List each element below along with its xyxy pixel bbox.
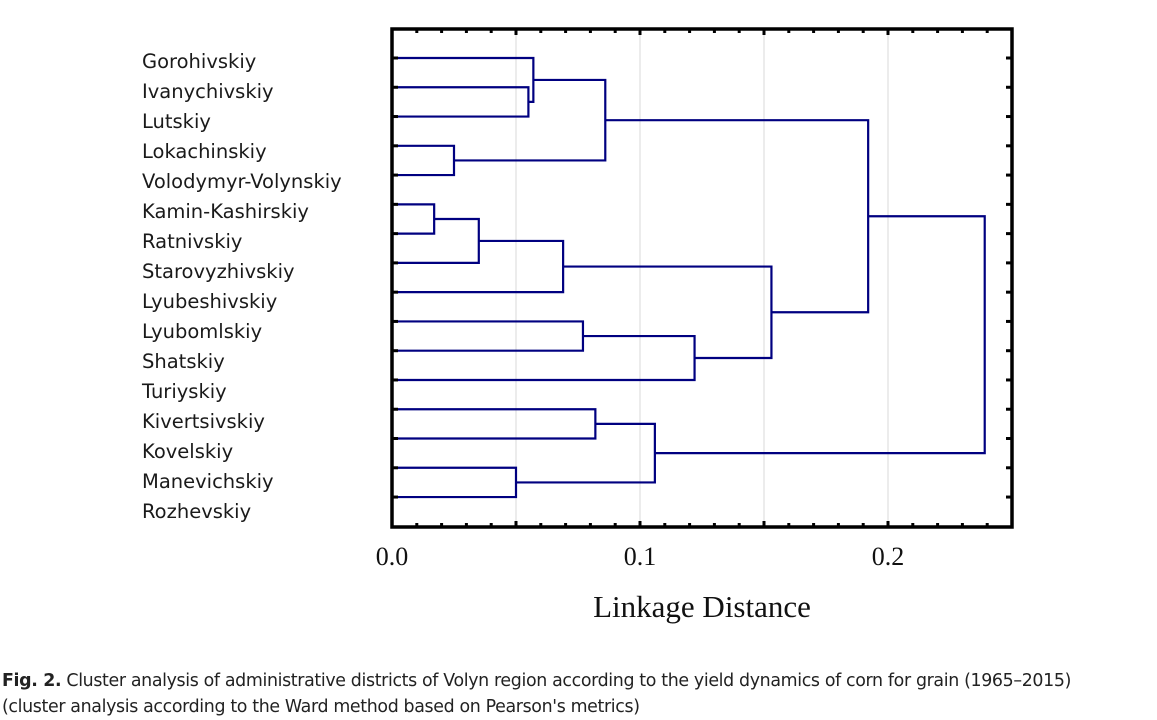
dendrogram-link	[392, 320, 585, 352]
leaf-label: Lutskiy	[142, 110, 211, 133]
dendrogram-chart: Gorohivskiy Ivanychivskiy Lutskiy Lokachins…	[141, 27, 1014, 624]
leaf-label: Turiyskiy	[141, 380, 227, 403]
leaf-labels: Gorohivskiy Ivanychivskiy Lutskiy Lokachins…	[141, 50, 342, 523]
leaf-label: Starovyzhivskiy	[142, 260, 295, 283]
x-tick-labels: 0.0 0.1 0.2	[376, 542, 905, 571]
dendrogram-link	[392, 144, 456, 177]
x-tick-label: 0.1	[624, 542, 657, 571]
leaf-label: Manevichskiy	[142, 470, 274, 493]
caption-text-1: Cluster analysis of administrative distr…	[61, 671, 1071, 691]
leaf-label: Gorohivskiy	[142, 50, 256, 73]
axis-ticks	[392, 29, 1012, 527]
dendrogram-link	[392, 239, 565, 294]
leaf-label: Kivertsivskiy	[142, 410, 265, 433]
dendrogram-link	[454, 78, 607, 162]
dendrogram-link	[392, 334, 696, 382]
dendrogram-link	[392, 466, 518, 499]
figure-caption: Fig. 2. Cluster analysis of administrati…	[2, 668, 1157, 720]
leaf-label: Kovelskiy	[142, 440, 233, 463]
plot-frame	[390, 27, 1014, 529]
plot-border	[390, 27, 1014, 529]
leaf-label: Rozhevskiy	[142, 500, 251, 523]
dendrogram-link	[654, 215, 986, 455]
dendrogram-link	[392, 86, 530, 118]
leaf-label: Ivanychivskiy	[142, 80, 274, 103]
leaf-label: Kamin-Kashirskiy	[142, 200, 309, 223]
x-axis-title: Linkage Distance	[593, 589, 811, 624]
leaf-label: Ratnivskiy	[142, 230, 242, 253]
x-tick-label: 0.2	[872, 542, 905, 571]
dendrogram-link	[605, 119, 870, 314]
leaf-label: Shatskiy	[142, 350, 225, 373]
leaf-label: Lyubeshivskiy	[142, 290, 277, 313]
dendrogram-link	[563, 265, 773, 360]
x-tick-label: 0.0	[376, 542, 409, 571]
leaf-label: Lyubomlskiy	[142, 320, 262, 343]
caption-line-2: (cluster analysis according to the Ward …	[2, 697, 640, 717]
dendrogram-link	[392, 408, 597, 440]
dendrogram-link	[392, 56, 535, 104]
dendrogram-link	[516, 422, 656, 484]
dendrogram-link	[392, 217, 480, 264]
dendrogram-link	[392, 203, 436, 235]
leaf-label: Volodymyr-Volynskiy	[142, 170, 342, 193]
dendrogram-links	[392, 56, 986, 499]
gridlines	[515, 29, 889, 527]
caption-line-1: Fig. 2. Cluster analysis of administrati…	[2, 668, 1157, 694]
leaf-label: Lokachinskiy	[142, 140, 267, 163]
caption-figure-label: Fig. 2.	[2, 671, 62, 691]
